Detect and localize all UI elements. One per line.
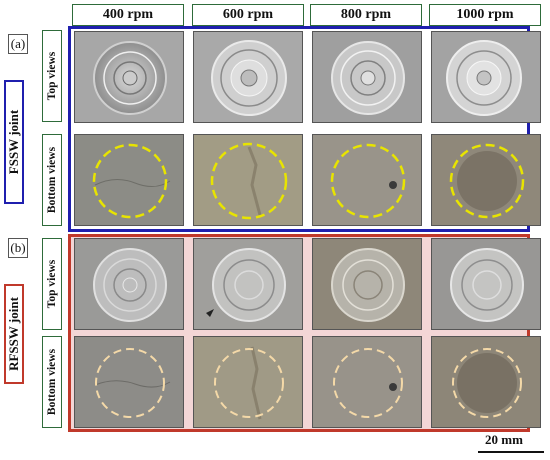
joint-label-fssw: FSSW joint bbox=[4, 80, 24, 204]
joint-label-rfssw: RFSSW joint bbox=[4, 284, 24, 384]
column-header-400: 400 rpm bbox=[72, 4, 184, 26]
column-header-600: 600 rpm bbox=[192, 4, 304, 26]
fssw-bottom-1000 bbox=[431, 134, 541, 226]
rfssw-top-800 bbox=[312, 238, 422, 330]
scale-bar-label: 20 mm bbox=[485, 432, 523, 447]
row-label-top-views-a: Top views bbox=[42, 30, 62, 122]
fssw-frame bbox=[68, 26, 530, 232]
fssw-top-600 bbox=[193, 31, 303, 123]
row-label-top-views-b: Top views bbox=[42, 238, 62, 330]
fssw-bottom-800 bbox=[312, 134, 422, 226]
rfssw-bottom-400 bbox=[74, 336, 184, 428]
rfssw-top-600 bbox=[193, 238, 303, 330]
fssw-top-400 bbox=[74, 31, 184, 123]
scale-bar bbox=[478, 451, 544, 453]
rfssw-bottom-800 bbox=[312, 336, 422, 428]
fssw-top-1000 bbox=[431, 31, 541, 123]
panel-a-label: (a) bbox=[8, 34, 28, 54]
rfssw-top-1000 bbox=[431, 238, 541, 330]
rfssw-top-400 bbox=[74, 238, 184, 330]
fssw-bottom-400 bbox=[74, 134, 184, 226]
rfssw-bottom-600 bbox=[193, 336, 303, 428]
column-header-800: 800 rpm bbox=[310, 4, 422, 26]
row-label-bottom-views-a: Bottom views bbox=[42, 134, 62, 226]
column-header-1000: 1000 rpm bbox=[429, 4, 541, 26]
panel-b-label: (b) bbox=[8, 238, 28, 258]
rfssw-bottom-1000 bbox=[431, 336, 541, 428]
fssw-bottom-600 bbox=[193, 134, 303, 226]
row-label-bottom-views-b: Bottom views bbox=[42, 336, 62, 428]
fssw-top-800 bbox=[312, 31, 422, 123]
